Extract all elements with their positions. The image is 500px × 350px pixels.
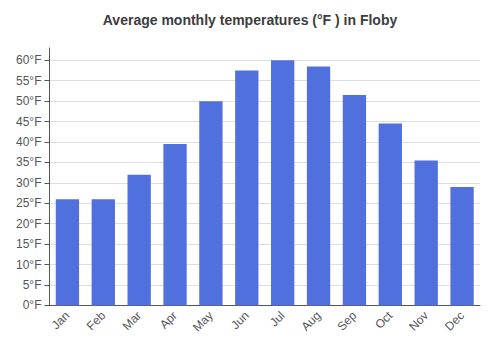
svg-text:Sep: Sep (334, 308, 359, 333)
svg-text:60°F: 60°F (16, 53, 41, 67)
svg-text:Apr: Apr (157, 309, 180, 332)
svg-text:Jun: Jun (228, 309, 252, 333)
svg-text:Average monthly temperatures (: Average monthly temperatures (°F ) in Fl… (103, 12, 398, 28)
svg-text:30°F: 30°F (16, 176, 41, 190)
svg-text:25°F: 25°F (16, 196, 41, 210)
svg-text:May: May (190, 309, 216, 335)
svg-text:20°F: 20°F (16, 217, 41, 231)
svg-text:Mar: Mar (120, 309, 145, 333)
svg-text:Oct: Oct (372, 308, 396, 332)
svg-text:55°F: 55°F (16, 74, 41, 88)
svg-text:5°F: 5°F (23, 278, 42, 292)
svg-text:50°F: 50°F (16, 94, 41, 108)
svg-text:15°F: 15°F (16, 237, 41, 251)
svg-text:10°F: 10°F (16, 258, 41, 272)
svg-text:Aug: Aug (299, 309, 324, 334)
svg-text:Dec: Dec (442, 309, 467, 334)
svg-text:40°F: 40°F (16, 135, 41, 149)
svg-text:0°F: 0°F (23, 298, 42, 312)
svg-text:Nov: Nov (406, 309, 431, 334)
svg-text:35°F: 35°F (16, 155, 41, 169)
svg-text:Feb: Feb (84, 308, 109, 333)
svg-text:Jan: Jan (49, 309, 73, 333)
svg-text:Jul: Jul (267, 309, 288, 330)
svg-text:45°F: 45°F (16, 115, 41, 129)
